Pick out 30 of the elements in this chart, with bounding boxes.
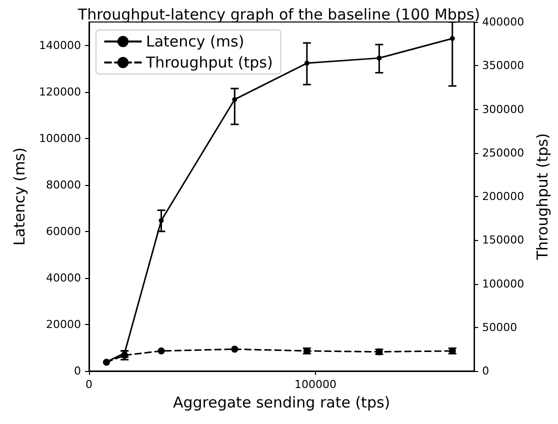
y2-tick-label: 200000 <box>482 190 524 203</box>
y-axis-title: Latency (ms) <box>10 147 28 246</box>
y2-tick-label: 300000 <box>482 102 524 116</box>
y2-tick-label: 100000 <box>482 277 524 290</box>
y2-tick-label: 400000 <box>482 16 524 28</box>
point <box>232 96 238 102</box>
point <box>450 36 455 42</box>
point <box>304 60 310 66</box>
y-tick-label: 140000 <box>39 38 81 52</box>
y2-tick-label: 250000 <box>482 146 524 160</box>
point <box>376 56 382 61</box>
y2-tick-label: 150000 <box>482 234 524 247</box>
point <box>158 347 165 354</box>
point <box>158 218 164 223</box>
chart-title: Throughput-latency graph of the baseline (100 Mbps) <box>76 6 480 24</box>
y-tick-label: 40000 <box>46 271 81 284</box>
legend-label: Latency (ms) <box>146 32 244 50</box>
y2-tick-label: 50000 <box>482 320 518 334</box>
y-tick-label: 20000 <box>46 318 81 331</box>
y-tick-label: 100000 <box>39 132 81 145</box>
point <box>231 346 238 353</box>
y2-axis-title: Throughput (tps) <box>534 133 552 261</box>
y-tick-label: 120000 <box>39 85 81 98</box>
y2-tick-label: 0 <box>482 364 490 378</box>
legend-label: Throughput (tps) <box>145 54 273 72</box>
y-tick-label: 0 <box>74 364 81 378</box>
y-tick-label: 60000 <box>46 224 81 238</box>
y2-tick-label: 350000 <box>482 59 524 72</box>
y-tick-label: 80000 <box>46 178 81 192</box>
x-axis-title: Aggregate sending rate (tps) <box>172 393 390 412</box>
